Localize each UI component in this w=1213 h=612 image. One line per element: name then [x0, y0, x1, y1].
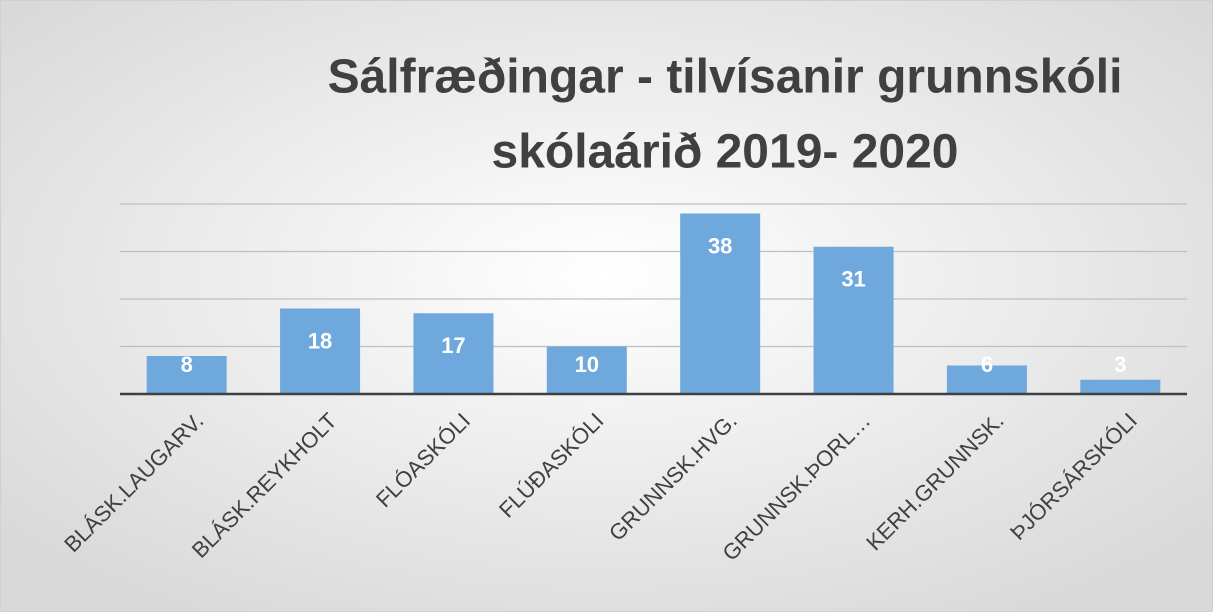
data-label: 3 — [1114, 352, 1126, 377]
data-label: 17 — [441, 333, 465, 358]
chart-title: Sálfræðingar - tilvísanir grunnskóli — [328, 51, 1123, 104]
bar — [1080, 379, 1161, 394]
bar — [680, 213, 761, 394]
bar — [413, 313, 494, 394]
data-label: 38 — [708, 233, 732, 258]
bar — [546, 346, 627, 394]
data-label: 6 — [981, 352, 993, 377]
data-label: 10 — [575, 352, 599, 377]
data-label: 8 — [181, 352, 193, 377]
bar — [280, 308, 361, 394]
data-label: 31 — [841, 267, 865, 292]
data-label: 18 — [308, 328, 332, 353]
bar — [946, 365, 1027, 394]
bar — [146, 356, 227, 394]
bar — [813, 246, 894, 394]
chart-title: skólaárið 2019- 2020 — [492, 126, 959, 179]
